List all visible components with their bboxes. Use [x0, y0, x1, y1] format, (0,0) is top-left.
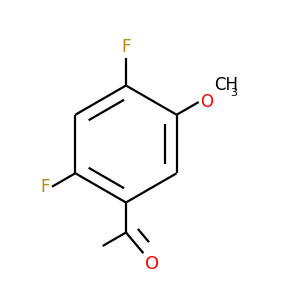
Text: O: O [145, 255, 159, 273]
Text: F: F [40, 178, 50, 196]
Text: CH: CH [214, 76, 238, 94]
Text: 3: 3 [230, 88, 237, 98]
Text: O: O [200, 93, 213, 111]
Text: F: F [121, 38, 131, 56]
